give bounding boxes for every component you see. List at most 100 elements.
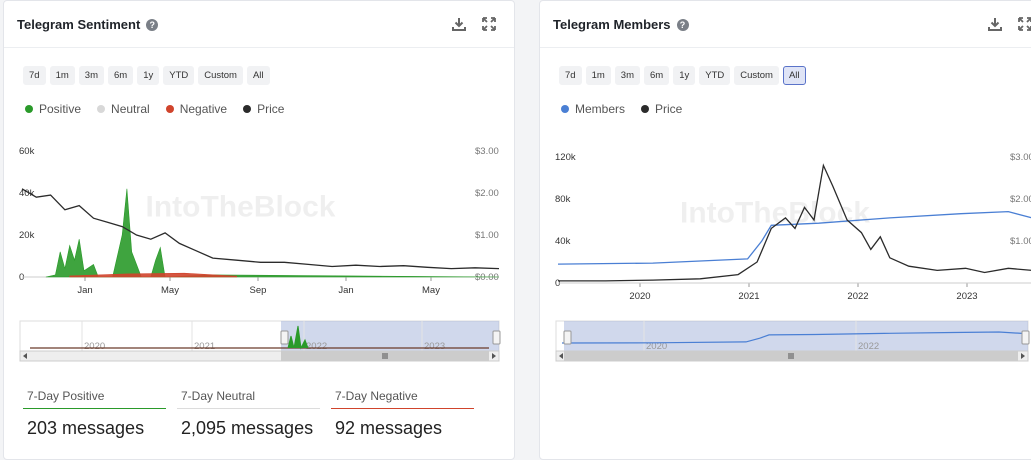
scroll-left-icon[interactable] (23, 353, 27, 359)
range-button-all[interactable]: All (782, 66, 806, 85)
sentiment-chart: IntoTheBlock60k40k20k0$3.00$2.00$1.00$0.… (19, 146, 501, 362)
range-button-ytd[interactable]: YTD (163, 66, 195, 85)
y2-tick-label: $2.00 (1010, 194, 1031, 205)
legend-label: Members (575, 102, 626, 116)
legend-item-price[interactable]: Price (641, 102, 682, 116)
legend-dot (641, 105, 650, 113)
panel-title: Telegram Members? (553, 17, 689, 32)
range-button-all[interactable]: All (246, 66, 270, 85)
navigator-tick-label: 2023 (424, 341, 445, 352)
help-icon[interactable]: ? (146, 19, 159, 31)
range-button-ytd[interactable]: YTD (699, 66, 731, 85)
y2-tick-label: $3.00 (475, 146, 499, 157)
legend-item-price[interactable]: Price (243, 102, 284, 116)
legend-dot (165, 105, 174, 113)
stat-positive: 7-Day Positive 203 messages (23, 389, 166, 439)
x-tick-label: Jan (338, 285, 353, 296)
legend-item-positive[interactable]: Positive (25, 102, 81, 116)
stat-negative: 7-Day Negative 92 messages (331, 389, 474, 439)
y-tick-label: 20k (19, 230, 35, 241)
range-button-1m[interactable]: 1m (585, 66, 611, 85)
scroll-grip-icon (382, 353, 388, 359)
navigator-handle[interactable] (280, 330, 289, 345)
x-tick-label: Jan (77, 285, 92, 296)
scroll-right-icon[interactable] (492, 353, 496, 359)
y2-tick-label: $2.00 (475, 188, 499, 199)
navigator-handle[interactable] (1021, 330, 1030, 345)
y-tick-label: 80k (555, 194, 571, 205)
range-selector: 7d 1m 3m 6m 1y YTD Custom All (23, 66, 270, 85)
watermark: IntoTheBlock (680, 197, 870, 230)
y-tick-label: 0 (555, 278, 560, 289)
expand-icon[interactable] (481, 16, 497, 32)
download-icon[interactable] (987, 16, 1003, 32)
stat-value: 2,095 messages (181, 418, 314, 438)
y-tick-label: 120k (555, 152, 576, 163)
navigator-spike (287, 325, 309, 350)
stat-value: 92 messages (335, 418, 443, 438)
range-button-custom[interactable]: Custom (198, 66, 243, 85)
legend-label: Neutral (111, 102, 150, 116)
scroll-grip-icon (788, 353, 794, 359)
navigator-tick-label: 2022 (858, 341, 879, 352)
range-button-1y[interactable]: 1y (673, 66, 696, 85)
x-tick-label: 2022 (847, 291, 868, 302)
y-tick-label: 40k (555, 236, 571, 247)
range-button-7d[interactable]: 7d (559, 66, 582, 85)
stat-label: 7-Day Neutral (177, 389, 320, 409)
expand-icon[interactable] (1017, 16, 1031, 32)
legend-dot (561, 105, 569, 113)
stat-neutral: 7-Day Neutral 2,095 messages (177, 389, 320, 439)
y2-tick-label: $1.00 (475, 230, 499, 241)
series-price (558, 163, 1031, 282)
y-tick-label: 60k (19, 146, 35, 157)
stat-label: 7-Day Negative (331, 389, 474, 409)
legend-dot (25, 105, 33, 113)
series-negative (69, 272, 238, 278)
legend-item-negative[interactable]: Negative (165, 102, 227, 116)
legend-label: Price (655, 102, 683, 116)
range-button-6m[interactable]: 6m (643, 66, 670, 85)
stats-row: 7-Day Positive 203 messages 7-Day Neutra… (23, 389, 474, 439)
legend-label: Positive (39, 102, 82, 116)
range-button-3m[interactable]: 3m (78, 66, 104, 85)
y-tick-label: 40k (19, 188, 35, 199)
navigator-tick-label: 2022 (306, 341, 327, 352)
scrollbar-track[interactable] (19, 350, 500, 362)
navigator-selection[interactable] (564, 321, 1028, 351)
navigator-handle[interactable] (492, 330, 501, 345)
panel-header: Telegram Sentiment? (4, 1, 514, 48)
x-tick-label: May (161, 285, 179, 296)
range-button-1m[interactable]: 1m (49, 66, 75, 85)
range-selector: 7d 1m 3m 6m 1y YTD Custom All (559, 66, 806, 85)
legend-dot (243, 105, 252, 113)
range-button-1y[interactable]: 1y (137, 66, 160, 85)
range-button-custom[interactable]: Custom (734, 66, 779, 85)
legend-item-neutral[interactable]: Neutral (97, 102, 150, 116)
x-tick-label: May (422, 285, 440, 296)
panel-title: Telegram Sentiment? (17, 17, 159, 32)
x-tick-label: 2020 (629, 291, 650, 302)
navigator-tick-label: 2020 (84, 341, 105, 352)
x-tick-label: 2021 (738, 291, 759, 302)
x-tick-label: Sep (250, 285, 267, 296)
y-tick-label: 0 (19, 272, 24, 283)
panel-header: Telegram Members? (540, 1, 1031, 48)
scroll-left-icon[interactable] (559, 353, 563, 359)
range-button-3m[interactable]: 3m (614, 66, 640, 85)
stat-label: 7-Day Positive (23, 389, 166, 409)
range-button-6m[interactable]: 6m (107, 66, 134, 85)
legend-item-members[interactable]: Members (561, 102, 625, 116)
range-button-7d[interactable]: 7d (23, 66, 46, 85)
download-icon[interactable] (451, 16, 467, 32)
series-price (21, 188, 500, 270)
scroll-right-icon[interactable] (1021, 353, 1025, 359)
legend-dot (97, 105, 106, 113)
navigator-selection[interactable] (281, 321, 499, 351)
series-positive (45, 188, 500, 278)
navigator-handle[interactable] (563, 330, 572, 345)
chart-legend: Members Price (561, 102, 682, 116)
help-icon[interactable]: ? (676, 19, 689, 31)
chart-legend: Positive Neutral Negative Price (25, 102, 284, 116)
navigator-tick-label: 2020 (646, 341, 667, 352)
